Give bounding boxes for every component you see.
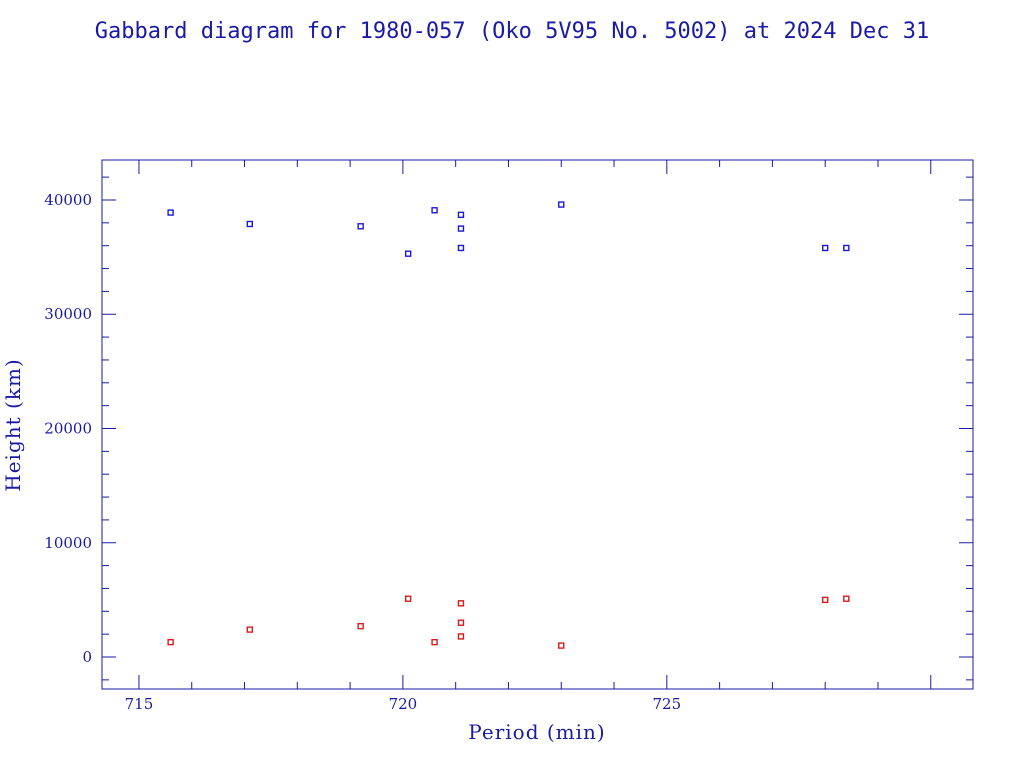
x-tick-label: 725 (653, 695, 682, 713)
perigee-point (457, 600, 465, 607)
x-tick-label: 720 (389, 695, 418, 713)
apogee-point (357, 223, 364, 230)
perigee-point (821, 596, 829, 604)
apogee-point (457, 244, 465, 252)
tick-labels: 715 720 725 0 10000 20000 30000 40000 (44, 191, 681, 713)
apogee-point (404, 250, 412, 257)
apogee-point (843, 244, 850, 252)
perigee-point (404, 595, 412, 602)
apogee-point (457, 211, 465, 219)
data-points (167, 201, 850, 649)
y-axis-label: Height (km) (1, 358, 25, 491)
y-tick-label: 40000 (44, 191, 92, 209)
perigee-point (558, 642, 565, 649)
apogee-point (558, 201, 565, 208)
apogee-point (246, 220, 254, 228)
perigee-point (431, 638, 438, 646)
y-tick-label: 30000 (44, 305, 92, 323)
x-axis-label: Period (min) (468, 720, 605, 744)
apogee-point (167, 209, 174, 216)
apogee-point (431, 207, 438, 214)
y-tick-label: 20000 (44, 419, 92, 437)
perigee-point (843, 595, 850, 602)
y-tick-label: 10000 (44, 534, 92, 552)
perigee-point (167, 638, 174, 646)
chart-title: Gabbard diagram for 1980-057 (Oko 5V95 N… (95, 19, 929, 44)
axis-ticks (102, 160, 973, 689)
y-tick-label: 0 (82, 648, 92, 666)
perigee-point (246, 626, 254, 633)
x-tick-label: 715 (125, 695, 154, 713)
perigee-point (457, 619, 465, 626)
apogee-point (457, 225, 465, 232)
perigee-point (457, 633, 465, 640)
apogee-point (821, 244, 829, 252)
perigee-point (357, 622, 364, 630)
plot-frame (101, 159, 974, 690)
